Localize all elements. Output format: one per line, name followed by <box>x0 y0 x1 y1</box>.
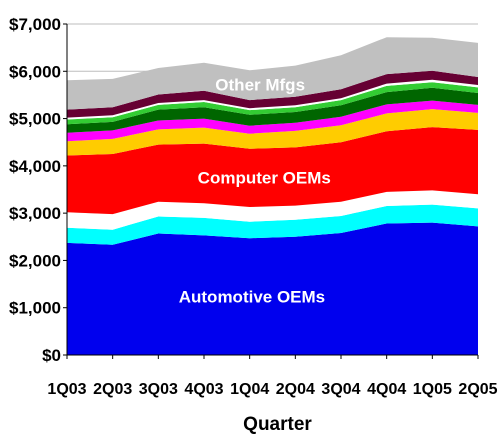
y-tick-label: $3,000 <box>9 204 61 223</box>
area-band-8 <box>67 82 478 125</box>
area-band-6 <box>67 100 478 142</box>
series-label-computer-oems: Computer OEMs <box>198 168 331 187</box>
y-tick-label: $5,000 <box>9 110 61 129</box>
area-band-3 <box>67 190 478 230</box>
area-computer-oems <box>67 127 478 215</box>
x-tick-label: 2Q05 <box>458 381 497 398</box>
x-tick-label: 2Q04 <box>276 381 315 398</box>
series-label-other-mfgs: Other Mfgs <box>215 75 305 94</box>
y-tick-label: $1,000 <box>9 299 61 318</box>
x-tick-labels: 1Q03 2Q03 3Q03 4Q03 1Q04 2Q04 3Q04 4Q04 1Q05 2Q05 <box>47 355 498 398</box>
y-tick-label: $7,000 <box>9 15 61 34</box>
y-tick-labels: $0 $1,000 $2,000 $3,000 $4,000 $5,000 $6,000 $7… <box>9 15 67 365</box>
y-tick-label: $6,000 <box>9 62 61 81</box>
x-tick-label: 1Q03 <box>47 381 86 398</box>
area-band-5 <box>67 109 478 156</box>
area-band-10 <box>67 70 478 118</box>
x-tick-label: 1Q05 <box>413 381 452 398</box>
series-label-automotive-oems: Automotive OEMs <box>179 288 325 307</box>
x-tick-label: 1Q04 <box>230 381 269 398</box>
area-band-2 <box>67 204 478 245</box>
area-other-mfgs <box>67 37 478 110</box>
x-tick-label: 4Q04 <box>367 381 406 398</box>
x-axis-title: Quarter <box>243 414 312 435</box>
x-tick-label: 4Q03 <box>184 381 223 398</box>
series-labels: Automotive OEMs Computer OEMs Other Mfgs <box>179 75 331 306</box>
x-tick-label: 3Q03 <box>139 381 178 398</box>
x-tick-label: 2Q03 <box>93 381 132 398</box>
area-series <box>67 37 478 355</box>
y-tick-label: $0 <box>42 346 61 365</box>
area-automotive-oems <box>67 222 478 355</box>
x-tick-label: 3Q04 <box>321 381 360 398</box>
y-tick-label: $2,000 <box>9 251 61 270</box>
area-band-7 <box>67 87 478 133</box>
y-tick-label: $4,000 <box>9 157 61 176</box>
axes <box>66 24 478 356</box>
